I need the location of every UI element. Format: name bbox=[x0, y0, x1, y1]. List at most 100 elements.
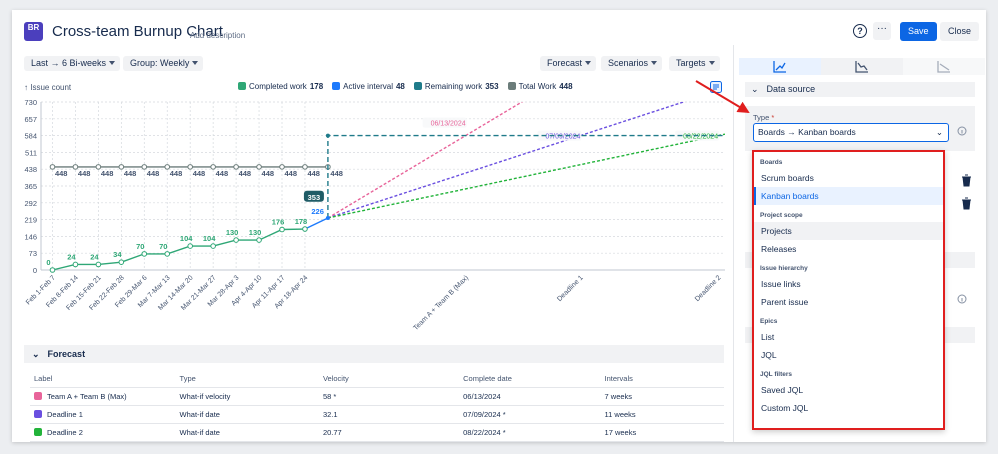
title: Cross-team Burnup Chart bbox=[52, 23, 223, 40]
data-label: 448 bbox=[101, 169, 114, 178]
legend-label: Active interval bbox=[343, 82, 393, 91]
table-cell: 06/13/2024 bbox=[459, 387, 601, 406]
legend: Completed work 178 Active interval 48 Remain… bbox=[238, 82, 573, 91]
legend-label: Remaining work bbox=[424, 82, 483, 91]
option-group-label: Epics bbox=[760, 318, 778, 325]
color-square bbox=[34, 392, 42, 400]
type-select[interactable]: Boards → Kanban boards ⌄ bbox=[753, 123, 949, 142]
cell-text: 20.77 bbox=[322, 428, 342, 437]
option[interactable]: Saved JQL bbox=[761, 385, 804, 395]
data-source-title: Data source bbox=[766, 84, 816, 94]
table-cell: 7 weeks bbox=[600, 387, 724, 406]
legend-total: 353 bbox=[485, 82, 499, 91]
info-icon bbox=[957, 126, 967, 136]
column-header: Type bbox=[175, 370, 319, 388]
chart-settings-icon[interactable] bbox=[710, 81, 722, 93]
forecast-label-bg bbox=[422, 117, 467, 128]
required-mark: * bbox=[771, 113, 775, 122]
legend-label: Completed work bbox=[249, 82, 307, 91]
cell-text: 07/09/2024 * bbox=[463, 410, 506, 419]
toolbar-button[interactable]: Targets bbox=[669, 56, 720, 71]
option[interactable]: Projects bbox=[754, 222, 943, 240]
point bbox=[279, 226, 285, 233]
cell-text: 08/22/2024 * bbox=[463, 428, 506, 437]
legend-item: Remaining work 353 bbox=[413, 82, 499, 91]
tab-icon bbox=[937, 61, 950, 73]
data-label: 226 bbox=[311, 207, 324, 216]
close-button[interactable]: Close bbox=[940, 22, 980, 41]
delete-icon[interactable] bbox=[961, 174, 972, 187]
type-label-text: Type bbox=[753, 113, 770, 122]
save-button[interactable]: Save bbox=[900, 22, 937, 41]
y-tick-label: 146 bbox=[24, 232, 37, 241]
type-dropdown: Boards Scrum boards Kanban boards Project s… bbox=[752, 150, 945, 430]
option[interactable]: Releases bbox=[761, 244, 797, 254]
forecast-section[interactable]: ⌄ Forecast bbox=[24, 345, 724, 363]
point bbox=[49, 267, 56, 273]
data-label: 178 bbox=[295, 217, 308, 226]
forecast-table: Label Type Velocity Complete date Intervals T… bbox=[30, 370, 724, 442]
point bbox=[72, 164, 79, 170]
option-group-label: Issue hierarchy bbox=[760, 265, 808, 272]
y-tick-label: 365 bbox=[24, 182, 37, 191]
data-label: 448 bbox=[78, 169, 91, 178]
table-cell: 58 * bbox=[318, 387, 460, 406]
option[interactable]: JQL bbox=[761, 350, 777, 360]
option[interactable]: Parent issue bbox=[761, 297, 809, 307]
point bbox=[210, 243, 216, 249]
settings-panel bbox=[733, 45, 987, 442]
option[interactable]: Custom JQL bbox=[761, 403, 809, 413]
point bbox=[164, 164, 171, 170]
y-tick-label: 0 bbox=[33, 266, 37, 275]
toolbar-button[interactable]: Group: Weekly bbox=[123, 56, 204, 71]
data-label: 0 bbox=[46, 258, 50, 267]
cell-text: 7 weeks bbox=[604, 392, 633, 401]
toolbar-button[interactable]: Scenarios bbox=[601, 56, 663, 71]
legend-item: Completed work 178 bbox=[238, 82, 323, 91]
table-cell: 08/22/2024 * bbox=[459, 423, 601, 442]
cell-text: 11 weeks bbox=[604, 410, 636, 419]
table-cell: What-if date bbox=[175, 423, 319, 442]
data-label: 448 bbox=[216, 169, 229, 178]
help-button[interactable]: ? bbox=[853, 24, 867, 38]
toolbar-button[interactable]: Last → 6 Bi-weeks bbox=[24, 56, 121, 71]
selected-value: Boards → Kanban boards bbox=[758, 127, 856, 137]
point bbox=[141, 251, 148, 257]
point bbox=[187, 164, 193, 170]
description[interactable]: Add description bbox=[190, 31, 246, 40]
option-group-label: JQL filters bbox=[760, 371, 793, 378]
series-line bbox=[327, 134, 581, 219]
x-tick-label: Deadline 1 bbox=[556, 274, 585, 303]
y-tick-label: 584 bbox=[24, 132, 37, 141]
option[interactable]: Scrum boards bbox=[761, 173, 814, 183]
table-cell: 32.1 bbox=[318, 405, 460, 424]
table-cell: What-if velocity bbox=[175, 387, 319, 406]
forecast-label: 08/22/2024 bbox=[683, 134, 718, 141]
option[interactable]: Kanban boards bbox=[754, 187, 943, 205]
data-label: 70 bbox=[136, 242, 144, 251]
legend-swatch bbox=[507, 82, 516, 90]
cell-text: 58 * bbox=[322, 392, 337, 401]
legend-swatch bbox=[332, 82, 341, 90]
data-label: 24 bbox=[90, 252, 99, 261]
remaining-badge-label: 353 bbox=[308, 193, 321, 202]
delete-icon[interactable] bbox=[961, 197, 972, 210]
point bbox=[49, 164, 56, 170]
x-tick-label: Team A + Team B (Max) bbox=[413, 274, 471, 332]
option[interactable]: List bbox=[761, 332, 775, 342]
column-header: Velocity bbox=[318, 370, 460, 388]
info-icon bbox=[957, 294, 967, 304]
legend-swatch bbox=[238, 82, 246, 90]
toolbar-button[interactable]: Forecast bbox=[540, 56, 597, 71]
cell-text: What-if velocity bbox=[179, 392, 231, 401]
legend-swatch bbox=[413, 82, 422, 90]
more-button[interactable]: ··· bbox=[873, 22, 891, 40]
data-source-header[interactable]: ⌄ Data source bbox=[745, 82, 975, 97]
table-cell: 11 weeks bbox=[600, 405, 724, 424]
annotation-arrow bbox=[695, 80, 750, 114]
option[interactable]: Issue links bbox=[761, 279, 801, 289]
cell-text: Team A + Team B (Max) bbox=[47, 392, 127, 401]
table-header: Label Type Velocity Complete date Intervals bbox=[30, 370, 724, 388]
forecast-extension bbox=[580, 102, 686, 137]
